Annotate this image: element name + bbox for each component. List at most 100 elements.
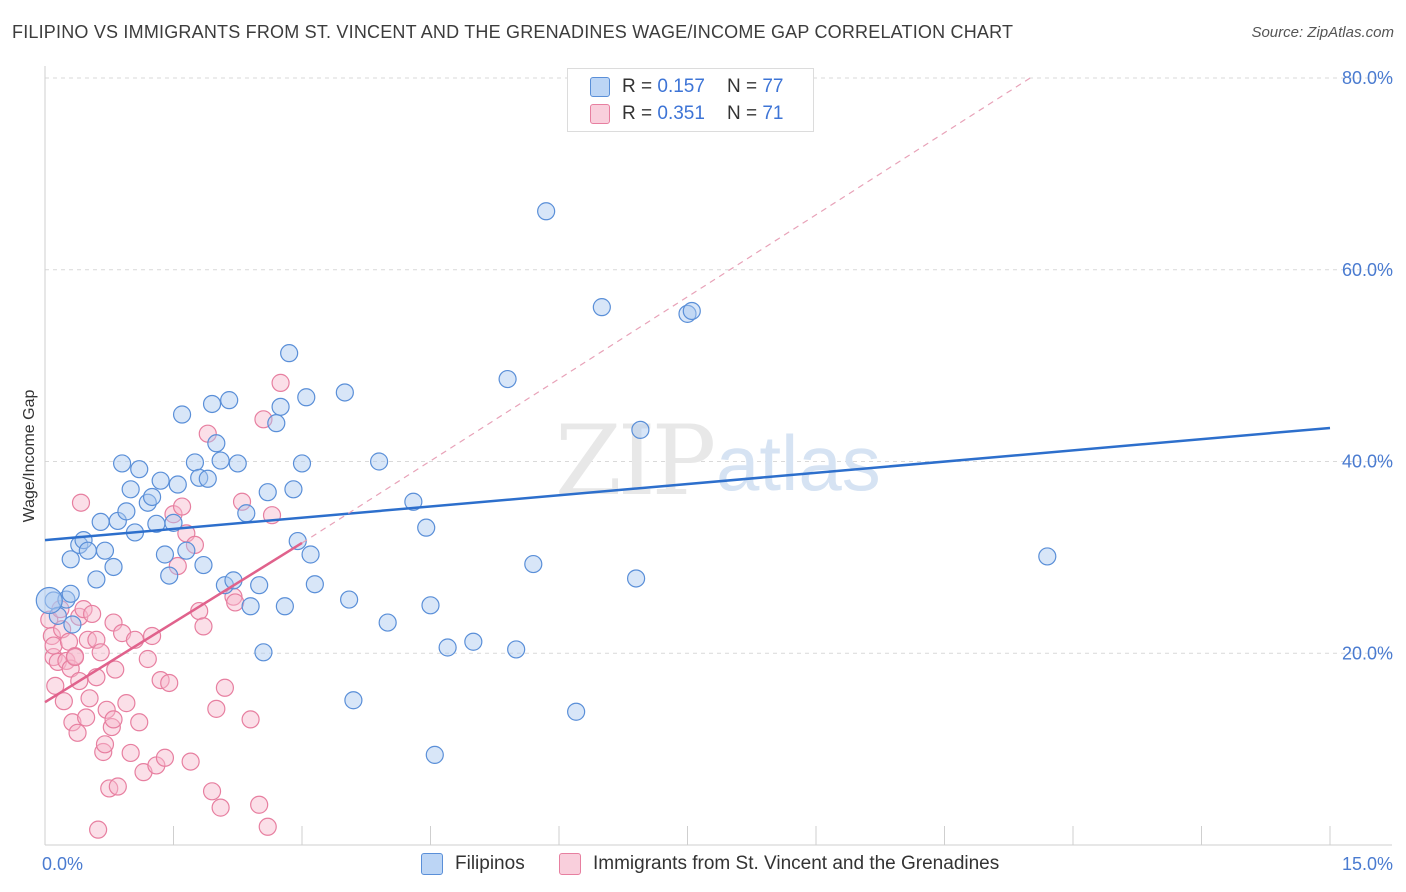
data-point (138, 649, 157, 669)
data-point (71, 493, 91, 512)
data-point (121, 480, 140, 499)
legend-item-filipinos[interactable]: Filipinos (421, 853, 525, 875)
data-point (155, 748, 175, 767)
data-point (151, 471, 170, 490)
data-point (631, 420, 650, 439)
data-point (155, 545, 175, 564)
data-point (378, 613, 397, 632)
data-point (220, 391, 239, 410)
series-legend: Filipinos Immigrants from St. Vincent an… (0, 850, 1406, 880)
watermark: ZIP atlas (555, 405, 881, 517)
data-point (211, 451, 230, 470)
legend-r-label: R = (622, 103, 653, 124)
data-point (112, 454, 132, 473)
data-point (168, 475, 187, 494)
data-point (80, 689, 99, 708)
data-point (226, 593, 245, 612)
data-point (237, 504, 256, 523)
data-point (160, 566, 179, 585)
data-point (207, 699, 226, 718)
data-point (258, 817, 277, 836)
data-point (68, 723, 87, 742)
data-point (102, 717, 121, 737)
data-point (297, 388, 316, 407)
data-point (61, 584, 80, 603)
data-point (74, 600, 93, 619)
grid-lines (45, 77, 1392, 654)
data-point (194, 555, 213, 575)
data-point (95, 541, 115, 560)
y-tick-label: 20.0% (1342, 643, 1393, 663)
data-point (592, 298, 611, 317)
data-point (1038, 547, 1057, 566)
chart-source: Source: ZipAtlas.com (1251, 24, 1394, 41)
data-point (160, 673, 179, 693)
data-point (35, 586, 63, 615)
x-tick-label: 0.0% (42, 854, 83, 874)
data-point (524, 554, 543, 574)
data-point (537, 202, 556, 221)
data-point (142, 487, 162, 507)
data-point (63, 713, 82, 732)
data-point (78, 541, 97, 560)
data-point (417, 518, 436, 537)
data-point (83, 604, 102, 624)
data-point (172, 405, 192, 424)
legend-swatch-blue (590, 77, 610, 97)
data-point (682, 301, 701, 321)
data-point (104, 710, 123, 729)
data-point (108, 777, 127, 796)
data-point (340, 590, 359, 609)
data-point (194, 617, 213, 636)
data-point (464, 632, 483, 651)
data-point (284, 480, 303, 499)
data-point (121, 743, 140, 763)
data-point (44, 636, 63, 655)
legend-row-filipinos: R = 0.157 N = 77 (590, 75, 783, 99)
data-point (89, 820, 108, 839)
data-point (267, 414, 286, 433)
y-tick-label: 80.0% (1342, 68, 1393, 88)
data-point (61, 550, 80, 569)
x-tick-label: 15.0% (1342, 854, 1393, 874)
data-point (271, 397, 290, 416)
data-point (305, 575, 324, 594)
data-point (87, 570, 106, 589)
data-point (106, 660, 125, 679)
data-point (198, 469, 217, 488)
y-tick-label: 60.0% (1342, 260, 1393, 280)
trend-lines (44, 77, 1331, 704)
trend-line-filipinos (44, 426, 1331, 542)
data-point (164, 513, 183, 532)
data-point (275, 597, 294, 616)
data-point (567, 702, 586, 721)
data-point (250, 795, 269, 814)
data-point (271, 373, 290, 392)
data-point (292, 454, 312, 473)
watermark-atlas: atlas (716, 419, 881, 507)
legend-label-filipinos: Filipinos (455, 853, 525, 874)
data-point (626, 569, 646, 588)
legend-item-immigrants[interactable]: Immigrants from St. Vincent and the Gren… (559, 853, 999, 875)
data-point (258, 483, 277, 502)
data-point (91, 512, 110, 532)
legend-r-value-immigrants: 0.351 (657, 103, 705, 124)
legend-n-value-filipinos: 77 (762, 76, 784, 97)
data-point (211, 798, 230, 817)
legend-r-value-filipinos: 0.157 (657, 76, 705, 97)
legend-row-immigrants: R = 0.351 N = 71 (590, 102, 783, 126)
legend-label-immigrants: Immigrants from St. Vincent and the Gren… (593, 853, 1000, 874)
legend-n-label: N = (726, 76, 758, 97)
legend-swatch-blue (421, 853, 443, 875)
legend-swatch-pink (590, 104, 610, 124)
data-point (254, 643, 273, 662)
watermark-zip: ZIP (555, 405, 714, 517)
data-point (181, 752, 200, 771)
data-point (241, 710, 260, 729)
data-point (280, 344, 299, 363)
data-point (65, 647, 85, 667)
data-point (404, 492, 423, 511)
data-point (438, 638, 457, 657)
data-point (498, 369, 517, 389)
